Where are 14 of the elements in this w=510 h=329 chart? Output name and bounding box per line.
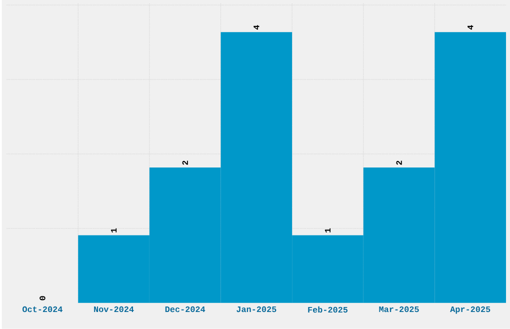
data-label: 2 — [182, 160, 188, 165]
x-tick-label: Mar-2025 — [379, 306, 419, 312]
data-label: 4 — [254, 25, 260, 30]
x-tick-label: Apr-2025 — [450, 306, 490, 314]
x-tick-label: Jan-2025 — [236, 306, 276, 312]
data-label: 1 — [324, 228, 331, 233]
data-label: 0 — [40, 296, 46, 300]
x-tick-label: Oct-2024 — [22, 306, 62, 312]
x-tick-label: Dec-2024 — [165, 306, 206, 312]
data-label: 1 — [111, 228, 117, 233]
x-tick-label: Feb-2025 — [308, 306, 348, 313]
data-label: 4 — [468, 25, 474, 30]
data-label: 2 — [396, 160, 402, 165]
x-tick-label: Nov-2024 — [94, 306, 134, 312]
